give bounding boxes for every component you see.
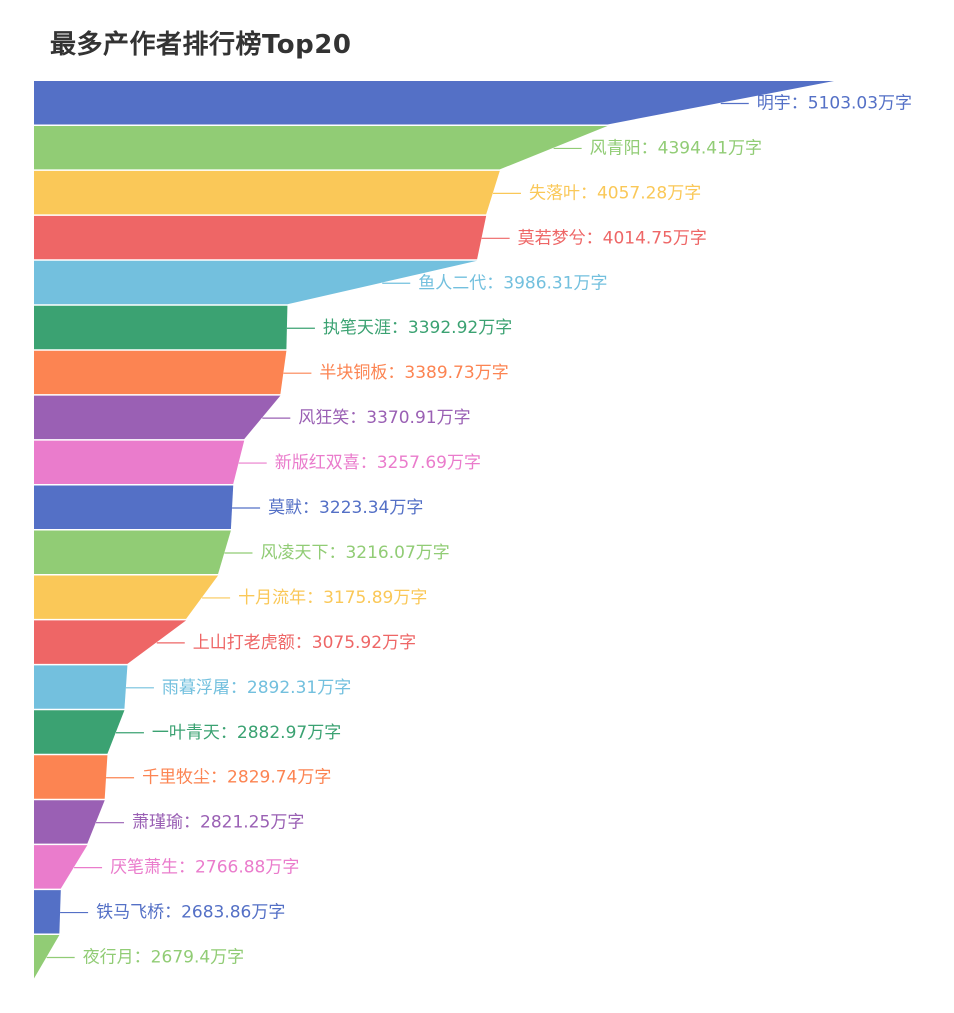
funnel-slice[interactable] [34,935,60,979]
slice-label: 执笔天涯：3392.92万字 [323,318,512,338]
funnel-slice[interactable] [34,890,61,934]
slice-label: 上山打老虎额：3075.92万字 [193,633,416,653]
slice-label: 风凌天下：3216.07万字 [260,543,449,563]
funnel-slice[interactable] [34,81,834,125]
funnel-labels: 明宇：5103.03万字风青阳：4394.41万字失落叶：4057.28万字莫若… [46,93,912,968]
slice-label: 明宇：5103.03万字 [757,93,912,113]
funnel-slice[interactable] [34,710,125,754]
funnel-slice[interactable] [34,530,231,574]
slice-label: 半块铜板：3389.73万字 [319,363,508,383]
funnel-slice[interactable] [34,575,219,619]
funnel-slice[interactable] [34,440,245,485]
slice-label: 千里牧尘：2829.74万字 [142,768,331,788]
funnel-slice[interactable] [34,755,108,799]
slice-label: 风青阳：4394.41万字 [590,138,762,158]
chart-title: 最多产作者排行榜Top20 [50,30,352,60]
slice-label: 十月流年：3175.89万字 [238,588,427,608]
funnel-slice[interactable] [34,665,128,709]
slice-label: 失落叶：4057.28万字 [529,183,701,203]
slice-label: 一叶青天：2882.97万字 [152,723,341,743]
slice-label: 厌笔萧生：2766.88万字 [110,858,299,878]
funnel-slice[interactable] [34,350,287,395]
slice-label: 莫若梦兮：4014.75万字 [518,228,707,248]
slice-label: 莫默：3223.34万字 [268,498,423,518]
slice-label: 新版红双喜：3257.69万字 [275,453,481,473]
funnel-slice[interactable] [34,485,234,529]
slice-label: 雨暮浮屠：2892.31万字 [162,678,351,698]
slice-label: 铁马飞桥：2683.86万字 [96,903,285,923]
slice-label: 萧瑾瑜：2821.25万字 [132,813,304,833]
funnel-slice[interactable] [34,395,281,440]
funnel-slice[interactable] [34,215,487,260]
funnel-slices [34,81,834,979]
funnel-slice[interactable] [34,125,608,170]
funnel-slice[interactable] [34,305,288,350]
funnel-slice[interactable] [34,260,478,305]
funnel-slice[interactable] [34,845,88,889]
slice-label: 夜行月：2679.4万字 [83,948,244,968]
funnel-slice[interactable] [34,620,187,664]
funnel-slice[interactable] [34,800,105,844]
slice-label: 鱼人二代：3986.31万字 [418,273,607,293]
funnel-slice[interactable] [34,170,500,215]
slice-label: 风狂笑：3370.91万字 [298,408,470,428]
